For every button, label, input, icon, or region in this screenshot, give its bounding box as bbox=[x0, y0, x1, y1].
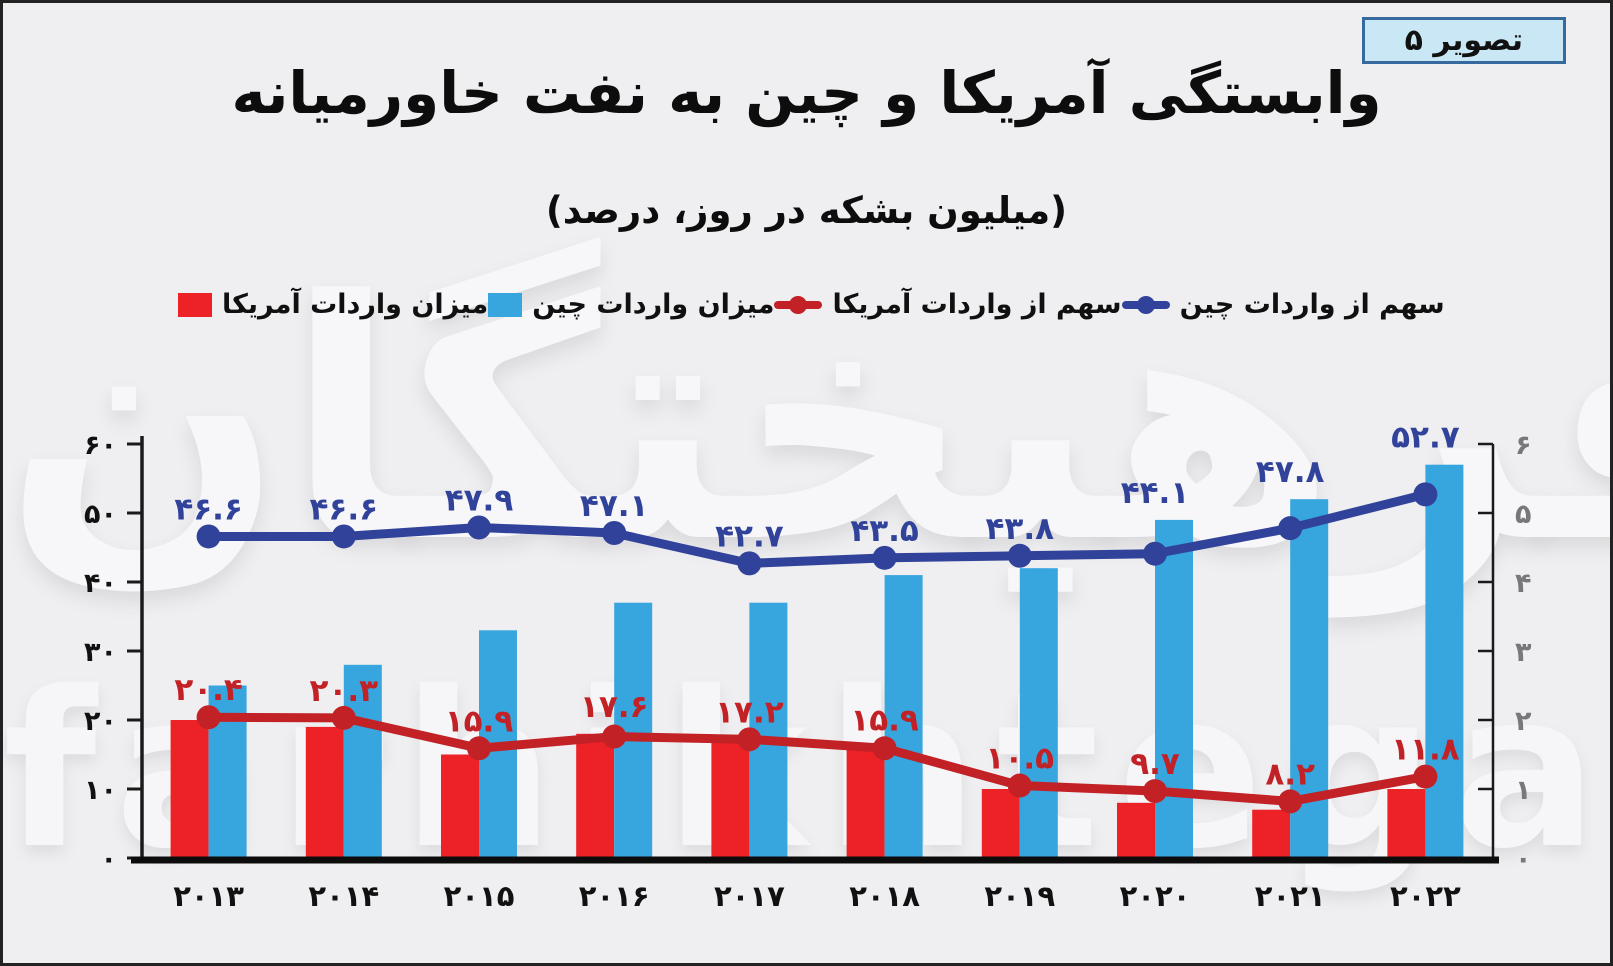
combo-chart: ۰ ۱۰ ۲۰ ۳۰ ۴۰ ۵۰ ۶۰ ۰ ۱ ۲ ۳ ۴ ۵ ۶ ۲۰.۴ ۲۰.۳ ۱۵.۹ ۱۷.۶ ۱۷.۲… bbox=[84, 420, 1532, 913]
bar-china-2020 bbox=[1155, 519, 1193, 858]
line-point bbox=[196, 524, 221, 549]
line-point bbox=[1143, 779, 1167, 804]
x-axis-label: ۲۰۲۰ bbox=[1120, 879, 1191, 913]
data-label: ۴۶.۶ bbox=[310, 491, 379, 527]
figure-number-badge: تصویر ۵ bbox=[1361, 17, 1566, 64]
line-point bbox=[331, 705, 356, 730]
right-axis-tick-label: ۳ bbox=[1515, 637, 1532, 668]
line-point bbox=[1007, 543, 1032, 568]
data-label: ۴۴.۱ bbox=[1121, 475, 1190, 511]
data-label: ۱۰.۵ bbox=[986, 741, 1055, 777]
legend-label: میزان واردات آمریکا bbox=[222, 289, 489, 320]
right-axis-tick-label: ۵ bbox=[1515, 499, 1531, 530]
left-axis-tick-label: ۵۰ bbox=[84, 499, 117, 530]
left-axis-tick-label: ۱۰ bbox=[84, 775, 117, 806]
data-label: ۴۶.۶ bbox=[174, 491, 243, 527]
line-point bbox=[872, 545, 897, 570]
left-axis-tick-label: ۶۰ bbox=[84, 430, 117, 461]
line-point bbox=[467, 736, 491, 761]
right-axis-tick-label: ۱ bbox=[1515, 775, 1531, 806]
data-label: ۹.۷ bbox=[1130, 746, 1180, 782]
data-label: ۱۵.۹ bbox=[850, 703, 919, 739]
data-label: ۱۷.۶ bbox=[580, 689, 649, 725]
line-point bbox=[1413, 764, 1438, 789]
data-label: ۴۲.۷ bbox=[715, 518, 784, 554]
bar-america-2014 bbox=[305, 726, 344, 858]
legend-item-us-share: سهم از واردات آمریکا bbox=[774, 289, 1122, 320]
chart-subtitle: (میلیون بشکه در روز، درصد) bbox=[545, 189, 1068, 232]
x-axis-label: ۲۰۲۲ bbox=[1390, 879, 1461, 913]
line-america-share bbox=[208, 712, 1427, 806]
data-label: ۵۲.۷ bbox=[1391, 420, 1460, 456]
x-axis-label: ۲۰۱۹ bbox=[984, 879, 1055, 913]
bar-america-2013 bbox=[170, 720, 209, 858]
bar-china-2019 bbox=[1019, 568, 1058, 858]
legend-item-us-imports: میزان واردات آمریکا bbox=[178, 289, 488, 320]
data-label: ۱۱.۸ bbox=[1391, 732, 1460, 768]
bar-china-2022 bbox=[1425, 464, 1464, 858]
line-point bbox=[1413, 482, 1438, 507]
line-point bbox=[872, 736, 897, 761]
data-label: ۴۷.۸ bbox=[1256, 454, 1325, 490]
line-point bbox=[737, 551, 762, 576]
red-line-swatch-icon bbox=[774, 292, 823, 318]
legend-item-china-share: سهم از واردات چین bbox=[1121, 289, 1445, 320]
bar-america-2018 bbox=[846, 747, 885, 858]
bar-america-2015 bbox=[441, 754, 479, 858]
chart-legend: میزان واردات آمریکا میزان واردات چین سهم… bbox=[178, 289, 1445, 320]
bar-america-2017 bbox=[711, 740, 750, 858]
data-label: ۸.۲ bbox=[1265, 756, 1315, 792]
right-axis-tick-label: ۲ bbox=[1515, 706, 1532, 737]
data-label: ۴۳.۵ bbox=[850, 513, 919, 549]
line-point bbox=[1278, 516, 1303, 541]
line-point bbox=[467, 515, 491, 540]
bar-america-2022 bbox=[1387, 789, 1426, 858]
line-point bbox=[1143, 541, 1167, 566]
bar-america-2019 bbox=[981, 789, 1020, 858]
x-axis-label: ۲۰۱۳ bbox=[173, 879, 244, 913]
legend-label: سهم از واردات چین bbox=[1179, 289, 1445, 320]
left-axis-tick-label: ۴۰ bbox=[84, 568, 117, 599]
line-point bbox=[737, 727, 762, 752]
line-china-share bbox=[208, 490, 1427, 568]
red-bar-swatch-icon bbox=[178, 292, 212, 317]
right-axis-tick-label: ۶ bbox=[1515, 430, 1531, 461]
data-label: ۱۷.۲ bbox=[715, 694, 784, 730]
bar-america-2016 bbox=[576, 733, 615, 858]
bar-china-2014 bbox=[343, 664, 382, 858]
data-label: ۲۰.۴ bbox=[174, 672, 243, 708]
data-label: ۲۰.۳ bbox=[310, 673, 379, 709]
x-axis-label: ۲۰۲۱ bbox=[1255, 879, 1326, 913]
bar-america-2020 bbox=[1117, 802, 1155, 858]
chart-title: وابستگی آمریکا و چین به نفت خاورمیانه bbox=[231, 59, 1382, 127]
left-axis-tick-label: ۳۰ bbox=[84, 637, 117, 668]
x-axis-label: ۲۰۱۶ bbox=[579, 879, 650, 913]
left-axis-tick-label: ۲۰ bbox=[84, 706, 117, 737]
bar-america-2021 bbox=[1252, 809, 1291, 858]
legend-item-china-imports: میزان واردات چین bbox=[488, 289, 774, 320]
data-label: ۴۷.۱ bbox=[580, 488, 649, 524]
data-label: ۴۷.۹ bbox=[445, 482, 514, 518]
blue-bar-swatch-icon bbox=[488, 292, 523, 317]
x-axis-label: ۲۰۱۴ bbox=[308, 879, 379, 913]
x-axis-label: ۲۰۱۷ bbox=[714, 879, 785, 913]
x-axis-label: ۲۰۱۵ bbox=[444, 879, 515, 913]
left-axis-tick-label: ۰ bbox=[101, 844, 117, 875]
right-axis-tick-label: ۴ bbox=[1515, 568, 1531, 599]
line-point bbox=[1278, 789, 1303, 814]
line-point bbox=[196, 705, 221, 730]
blue-line-swatch-icon bbox=[1121, 292, 1170, 318]
data-label: ۱۵.۹ bbox=[445, 703, 514, 739]
legend-label: میزان واردات چین bbox=[532, 289, 775, 320]
line-point bbox=[1007, 773, 1032, 798]
line-point bbox=[602, 724, 627, 749]
bar-china-2018 bbox=[884, 575, 923, 858]
right-axis-tick-label: ۰ bbox=[1515, 844, 1531, 875]
line-point bbox=[331, 524, 356, 549]
legend-label: سهم از واردات آمریکا bbox=[832, 289, 1122, 320]
x-axis-label: ۲۰۱۸ bbox=[849, 879, 920, 913]
data-label: ۴۳.۸ bbox=[986, 511, 1055, 547]
line-point bbox=[602, 521, 627, 546]
